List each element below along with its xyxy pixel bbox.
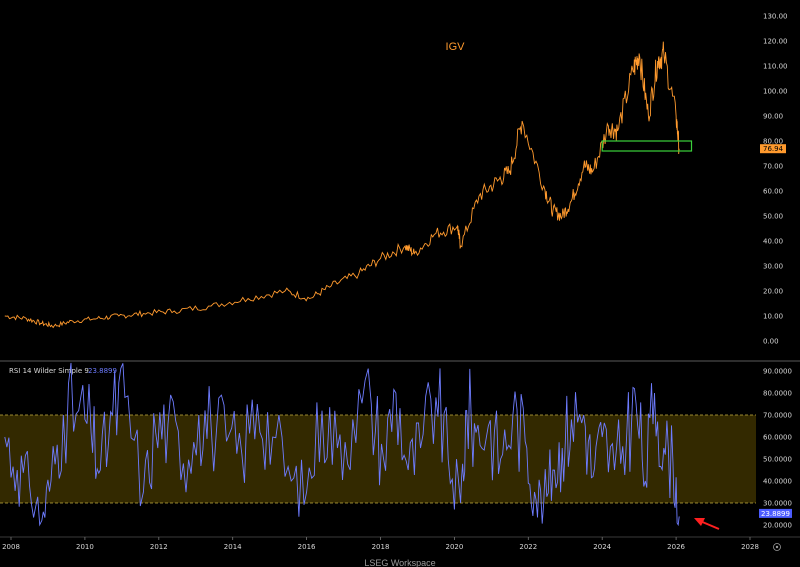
x-tick-label: 2028 (741, 543, 759, 551)
x-tick-label: 2020 (445, 543, 463, 551)
settings-icon[interactable] (773, 543, 781, 551)
price-y-tick-label: 60.00 (763, 188, 783, 196)
last-rsi-value: 23.8899 (761, 510, 790, 518)
last-price-tag: 76.94 (760, 144, 786, 154)
price-y-tick-label: 130.00 (763, 13, 788, 21)
rsi-indicator-label: RSI 14 Wilder Simple 9 (9, 367, 89, 375)
rsi-y-tick-label: 60.0000 (763, 434, 792, 442)
x-tick-label: 2012 (150, 543, 168, 551)
price-y-tick-label: 90.00 (763, 113, 783, 121)
rsi-line (4, 362, 680, 527)
rsi-y-tick-label: 20.0000 (763, 522, 792, 530)
price-y-tick-label: 20.00 (763, 288, 783, 296)
chart-title: IGV (446, 41, 466, 53)
x-tick-label: 2024 (593, 543, 611, 551)
x-tick-label: 2008 (2, 543, 20, 551)
price-y-tick-label: 80.00 (763, 138, 783, 146)
last-price-value: 76.94 (763, 145, 784, 153)
rsi-y-tick-label: 70.0000 (763, 412, 792, 420)
x-tick-label: 2026 (667, 543, 685, 551)
igv-price-line (4, 41, 680, 329)
rsi-indicator-value: 23.8899 (88, 367, 117, 375)
last-rsi-tag: 23.8899 (759, 508, 792, 518)
price-y-tick-label: 0.00 (763, 338, 779, 346)
x-tick-label: 2022 (519, 543, 537, 551)
support-zone-box (601, 140, 693, 152)
price-y-tick-label: 40.00 (763, 238, 783, 246)
price-y-tick-label: 30.00 (763, 263, 783, 271)
x-tick-label: 2010 (76, 543, 94, 551)
rsi-y-tick-label: 90.0000 (763, 368, 792, 376)
x-tick-label: 2018 (372, 543, 390, 551)
price-y-tick-label: 50.00 (763, 213, 783, 221)
price-y-tick-label: 70.00 (763, 163, 783, 171)
rsi-y-tick-label: 80.0000 (763, 390, 792, 398)
rsi-y-tick-label: 30.0000 (763, 500, 792, 508)
rsi-y-tick-label: 40.0000 (763, 478, 792, 486)
red-arrow-icon (694, 518, 720, 530)
rsi-y-tick-label: 50.0000 (763, 456, 792, 464)
price-y-tick-label: 110.00 (763, 63, 788, 71)
price-y-tick-label: 100.00 (763, 88, 788, 96)
price-y-tick-label: 10.00 (763, 313, 783, 321)
source-footer: LSEG Workspace (364, 558, 435, 567)
price-panel: 0.00 10.00 20.00 30.00 40.00 50.00 60.00 70.00 8… (4, 13, 788, 346)
price-y-tick-label: 120.00 (763, 38, 788, 46)
x-tick-label: 2014 (224, 543, 242, 551)
x-tick-label: 2016 (298, 543, 316, 551)
rsi-panel: 20.0000 30.0000 40.0000 50.0000 60.0000 70.00… (0, 362, 792, 530)
